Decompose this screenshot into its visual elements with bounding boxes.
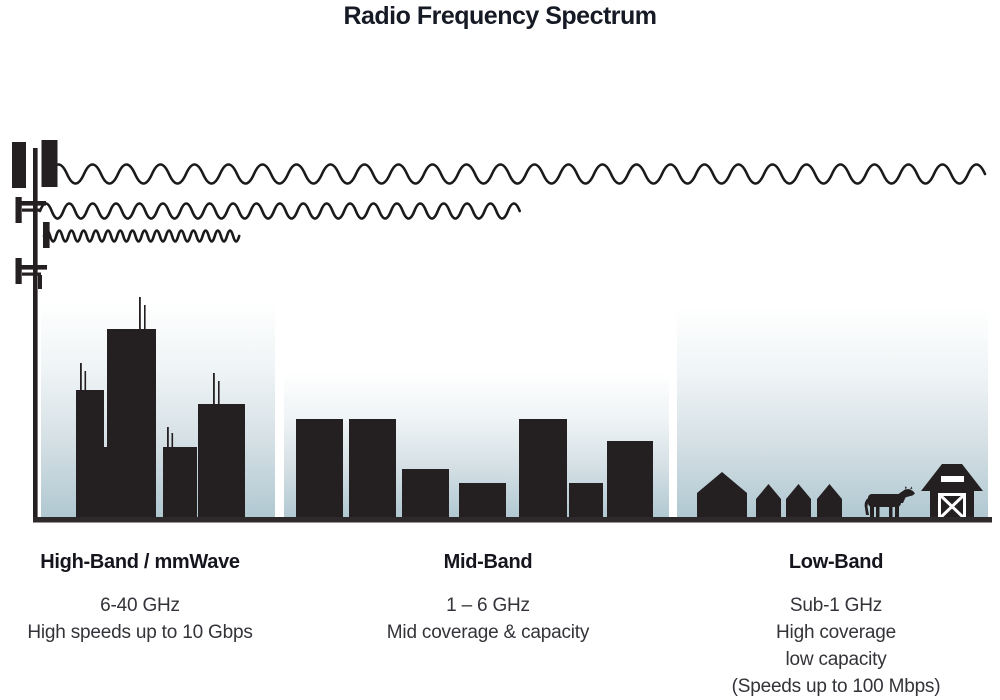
high-band-label: High-Band / mmWave 6-40 GHz High speeds …	[0, 549, 290, 646]
high-frequency-wave-icon	[42, 229, 241, 243]
band-frequency: 6-40 GHz	[100, 595, 180, 616]
band-description: High speeds up to 10 Gbps	[27, 622, 253, 643]
band-heading: Low-Band	[788, 551, 884, 573]
low-band-scene	[697, 464, 983, 520]
band-heading: Mid-Band	[443, 551, 533, 573]
house-icon	[786, 484, 811, 520]
barn-icon	[921, 464, 983, 520]
high-band-skyline	[76, 297, 245, 520]
band-heading: High-Band / mmWave	[40, 551, 240, 573]
page-title: Radio Frequency Spectrum	[343, 2, 657, 30]
mid-frequency-wave-icon	[38, 202, 521, 220]
band-description: low capacity	[785, 649, 887, 670]
house-icon	[697, 472, 747, 520]
cow-icon	[864, 486, 915, 520]
house-icon	[817, 484, 842, 520]
band-description: High coverage	[776, 622, 896, 643]
ground-line	[33, 517, 992, 523]
mid-band-label: Mid-Band 1 – 6 GHz Mid coverage & capaci…	[338, 549, 638, 646]
house-icon	[756, 484, 781, 520]
band-frequency: 1 – 6 GHz	[446, 595, 530, 616]
radio-waves	[38, 163, 987, 243]
band-description: (Speeds up to 100 Mbps)	[731, 676, 941, 697]
mid-band-skyline	[296, 419, 653, 520]
band-description: Mid coverage & capacity	[386, 622, 590, 643]
low-band-label: Low-Band Sub-1 GHz High coverage low cap…	[686, 549, 986, 700]
band-frequency: Sub-1 GHz	[789, 595, 883, 616]
low-frequency-wave-icon	[48, 163, 987, 185]
cell-tower-icon	[12, 140, 58, 520]
